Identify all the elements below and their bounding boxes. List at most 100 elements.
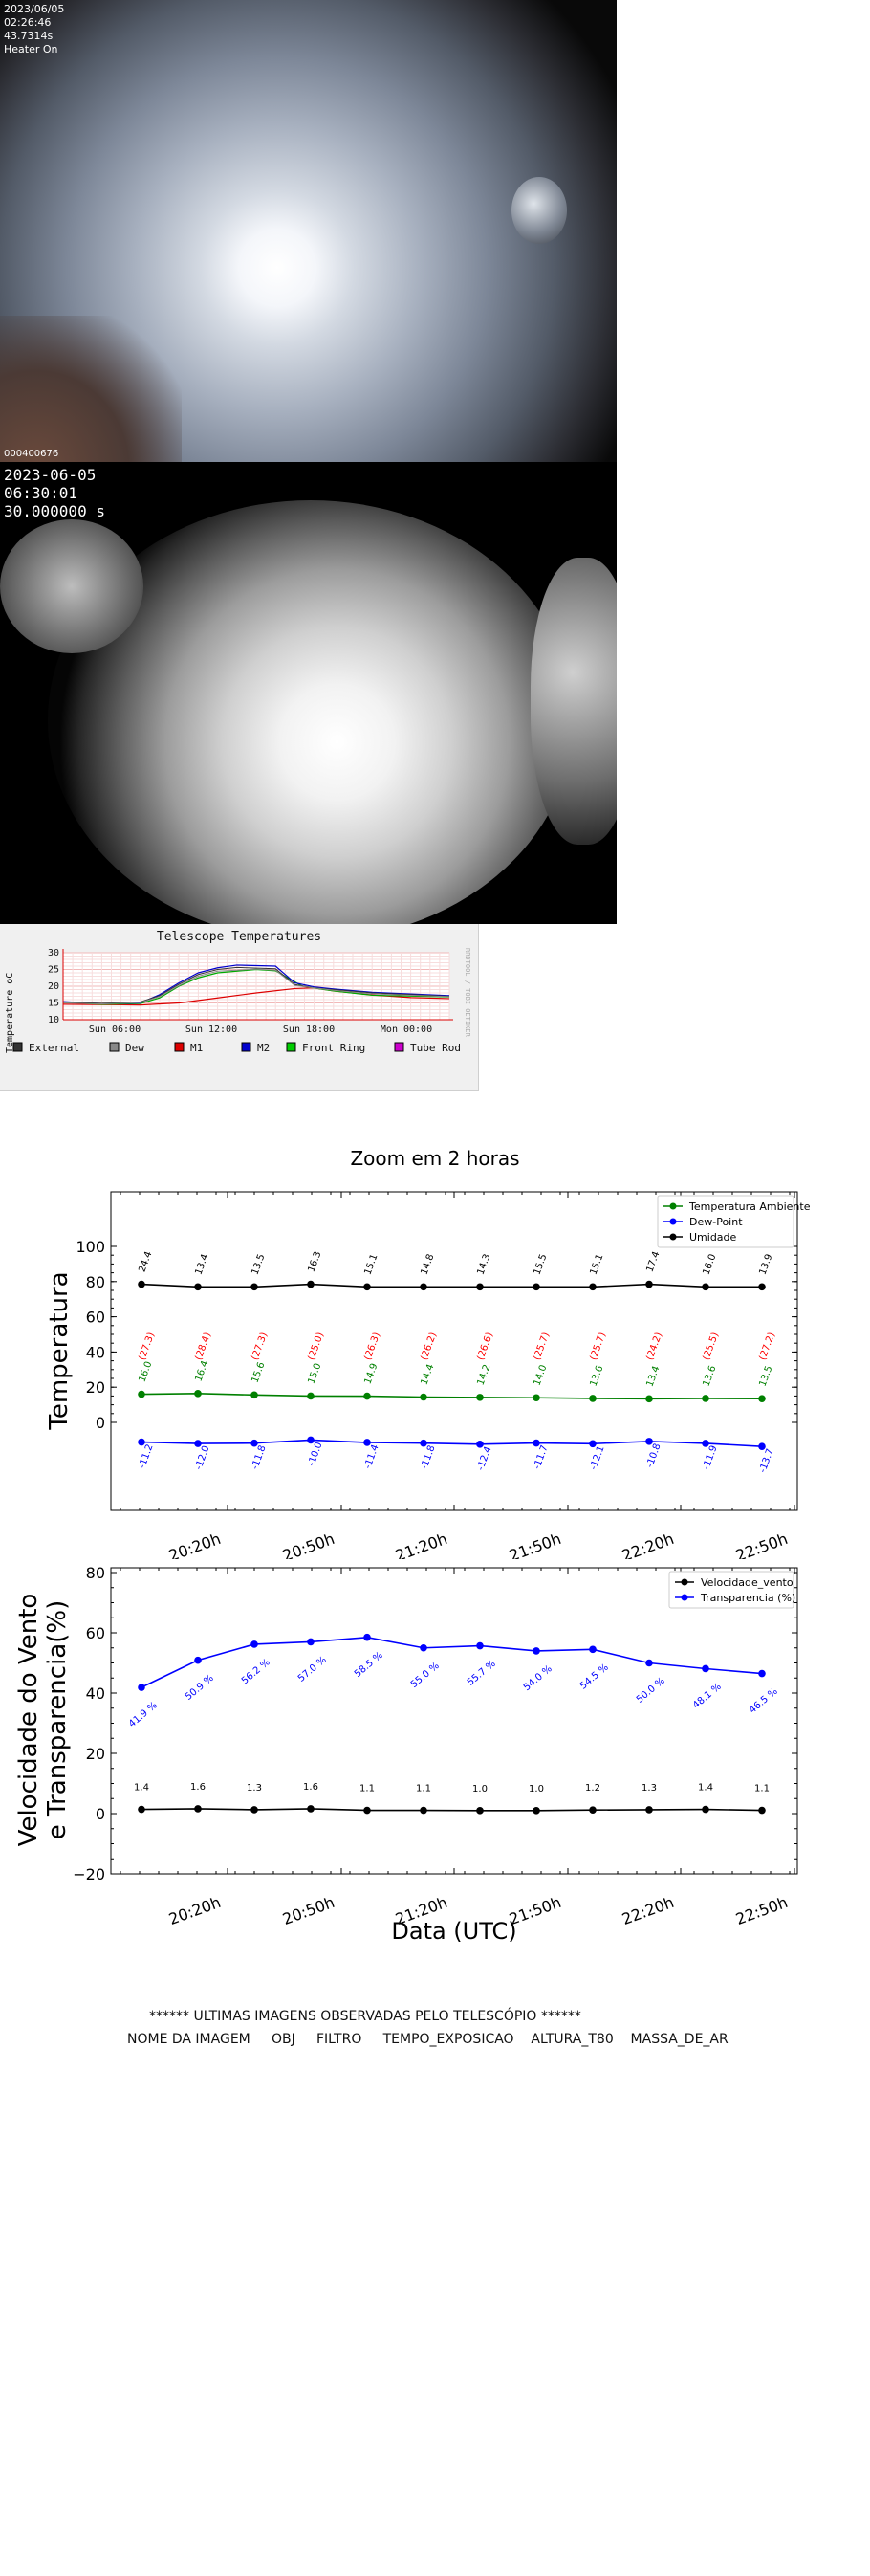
series-point	[250, 1391, 258, 1399]
telescope-ytick-label: 25	[48, 965, 59, 976]
series-line-2	[141, 1283, 762, 1288]
camera2-exposure: 30.000000 s	[4, 502, 105, 520]
rrdtool-watermark: RRDTOOL / TOBI OETIKER	[464, 948, 471, 1038]
wind-transparency-chart: Velocidade do Vento e Transparencia(%) D…	[14, 1564, 798, 1942]
telescope-title: Telescope Temperatures	[157, 930, 321, 944]
data-label: 1.1	[416, 1784, 431, 1794]
xtick-label: 21:50h	[507, 1530, 563, 1559]
data-label: -11.2	[137, 1443, 155, 1470]
series-point	[702, 1283, 709, 1291]
series-point	[250, 1806, 258, 1814]
series-point	[307, 1392, 315, 1400]
series-point	[194, 1390, 202, 1398]
data-label: 24.4	[137, 1250, 154, 1274]
series-point	[589, 1395, 597, 1402]
data-label: 55.0 %	[409, 1661, 442, 1690]
telescope-ytick-label: 10	[48, 1015, 59, 1025]
series-point	[702, 1664, 709, 1673]
legend-label: Transparencia (%)	[700, 1592, 795, 1604]
extra-label: (24.2)	[644, 1332, 664, 1362]
data-label: 1.3	[247, 1783, 262, 1794]
chart1-ylabel: Temperatura	[45, 1271, 74, 1430]
series-point	[307, 1280, 315, 1288]
legend-marker	[681, 1594, 688, 1601]
legend-label: Dew-Point	[689, 1216, 743, 1228]
xtick-label: 22:50h	[733, 1530, 790, 1559]
telescope-ytick-label: 30	[48, 948, 59, 958]
extra-label: (25.7)	[532, 1332, 552, 1362]
series-point	[533, 1439, 540, 1447]
telescope-legend-swatch	[241, 1042, 251, 1052]
ytick-label: −20	[73, 1865, 105, 1883]
data-label: -11.4	[362, 1443, 381, 1470]
data-label: 1.1	[754, 1784, 770, 1794]
series-point	[194, 1283, 202, 1291]
data-label: 15.5	[532, 1253, 549, 1277]
telescope-grid	[62, 952, 450, 1021]
series-point	[476, 1441, 484, 1448]
series-point	[420, 1806, 427, 1815]
data-label: -10.0	[306, 1441, 324, 1467]
allsky-camera-image-2: 2023-06-05 06:30:01 30.000000 s	[0, 462, 617, 924]
legend-label: Velocidade_vento	[701, 1576, 794, 1589]
telescope-ylabel: Temperature oC	[5, 973, 15, 1053]
xtick-label: 22:20h	[620, 1530, 676, 1559]
series-point	[194, 1440, 202, 1447]
series-point	[250, 1640, 258, 1648]
data-label: 50.9 %	[184, 1673, 216, 1703]
series-point	[533, 1647, 540, 1655]
telescope-legend-label: M1	[190, 1042, 203, 1054]
zoom-title: Zoom em 2 horas	[350, 1147, 520, 1170]
ytick-label: 80	[86, 1564, 105, 1582]
camera1-date: 2023/06/05	[4, 3, 65, 15]
data-label: 13.4	[644, 1365, 662, 1389]
ytick-label: 20	[86, 1745, 105, 1763]
data-label: 14.9	[362, 1362, 380, 1386]
data-label: 13.6	[588, 1364, 605, 1388]
series-point	[420, 1643, 427, 1652]
series-point	[758, 1806, 766, 1815]
series-point	[307, 1436, 315, 1444]
telescope-xtick-label: Mon 00:00	[381, 1024, 432, 1035]
legend-box	[668, 1571, 794, 1609]
extra-label: (27.3)	[250, 1332, 270, 1362]
data-label: 46.5 %	[748, 1686, 780, 1716]
allsky-camera-image-1: 2023/06/05 02:26:46 43.7314s Heater On 0…	[0, 0, 617, 462]
data-label: 13.5	[757, 1365, 774, 1389]
series-line-0	[141, 1808, 763, 1812]
data-label: 55.7 %	[466, 1659, 498, 1688]
series-point	[194, 1656, 202, 1664]
xtick-label: 22:50h	[733, 1893, 790, 1928]
series-point	[476, 1807, 484, 1815]
camera2-date: 2023-06-05	[4, 466, 97, 484]
series-point	[138, 1684, 145, 1691]
series-point	[589, 1440, 597, 1448]
data-label: -12.1	[588, 1444, 606, 1471]
ytick-label: 40	[86, 1684, 105, 1703]
series-point	[363, 1806, 371, 1815]
camera1-time: 02:26:46	[4, 16, 52, 29]
telescope-xtick-label: Sun 12:00	[185, 1024, 237, 1035]
data-label: 1.0	[529, 1784, 544, 1794]
data-label: 15.1	[362, 1253, 380, 1277]
data-label: 41.9 %	[127, 1700, 160, 1729]
legend-marker	[669, 1233, 677, 1241]
telescope-legend-label: Tube Rod	[410, 1042, 461, 1054]
series-point	[758, 1395, 766, 1402]
series-point	[645, 1280, 653, 1288]
series-point	[645, 1438, 653, 1445]
series-point	[702, 1395, 709, 1402]
data-label: 1.1	[359, 1784, 375, 1794]
chart2-plot-frame	[110, 1567, 798, 1875]
telescope-temperatures-graph: Telescope Temperatures Temperature oC RR…	[5, 930, 471, 1054]
chart2-ylabel-line2: e Transparencia(%)	[43, 1600, 72, 1839]
series-point	[138, 1280, 145, 1288]
ytick-label: 40	[86, 1343, 105, 1361]
front-ring-series-line	[62, 968, 450, 1005]
series-point	[194, 1805, 202, 1813]
series-point	[758, 1669, 766, 1678]
series-point	[138, 1805, 145, 1814]
extra-label: (26.6)	[475, 1332, 495, 1362]
series-point	[420, 1439, 427, 1447]
data-label: 50.0 %	[635, 1676, 667, 1706]
